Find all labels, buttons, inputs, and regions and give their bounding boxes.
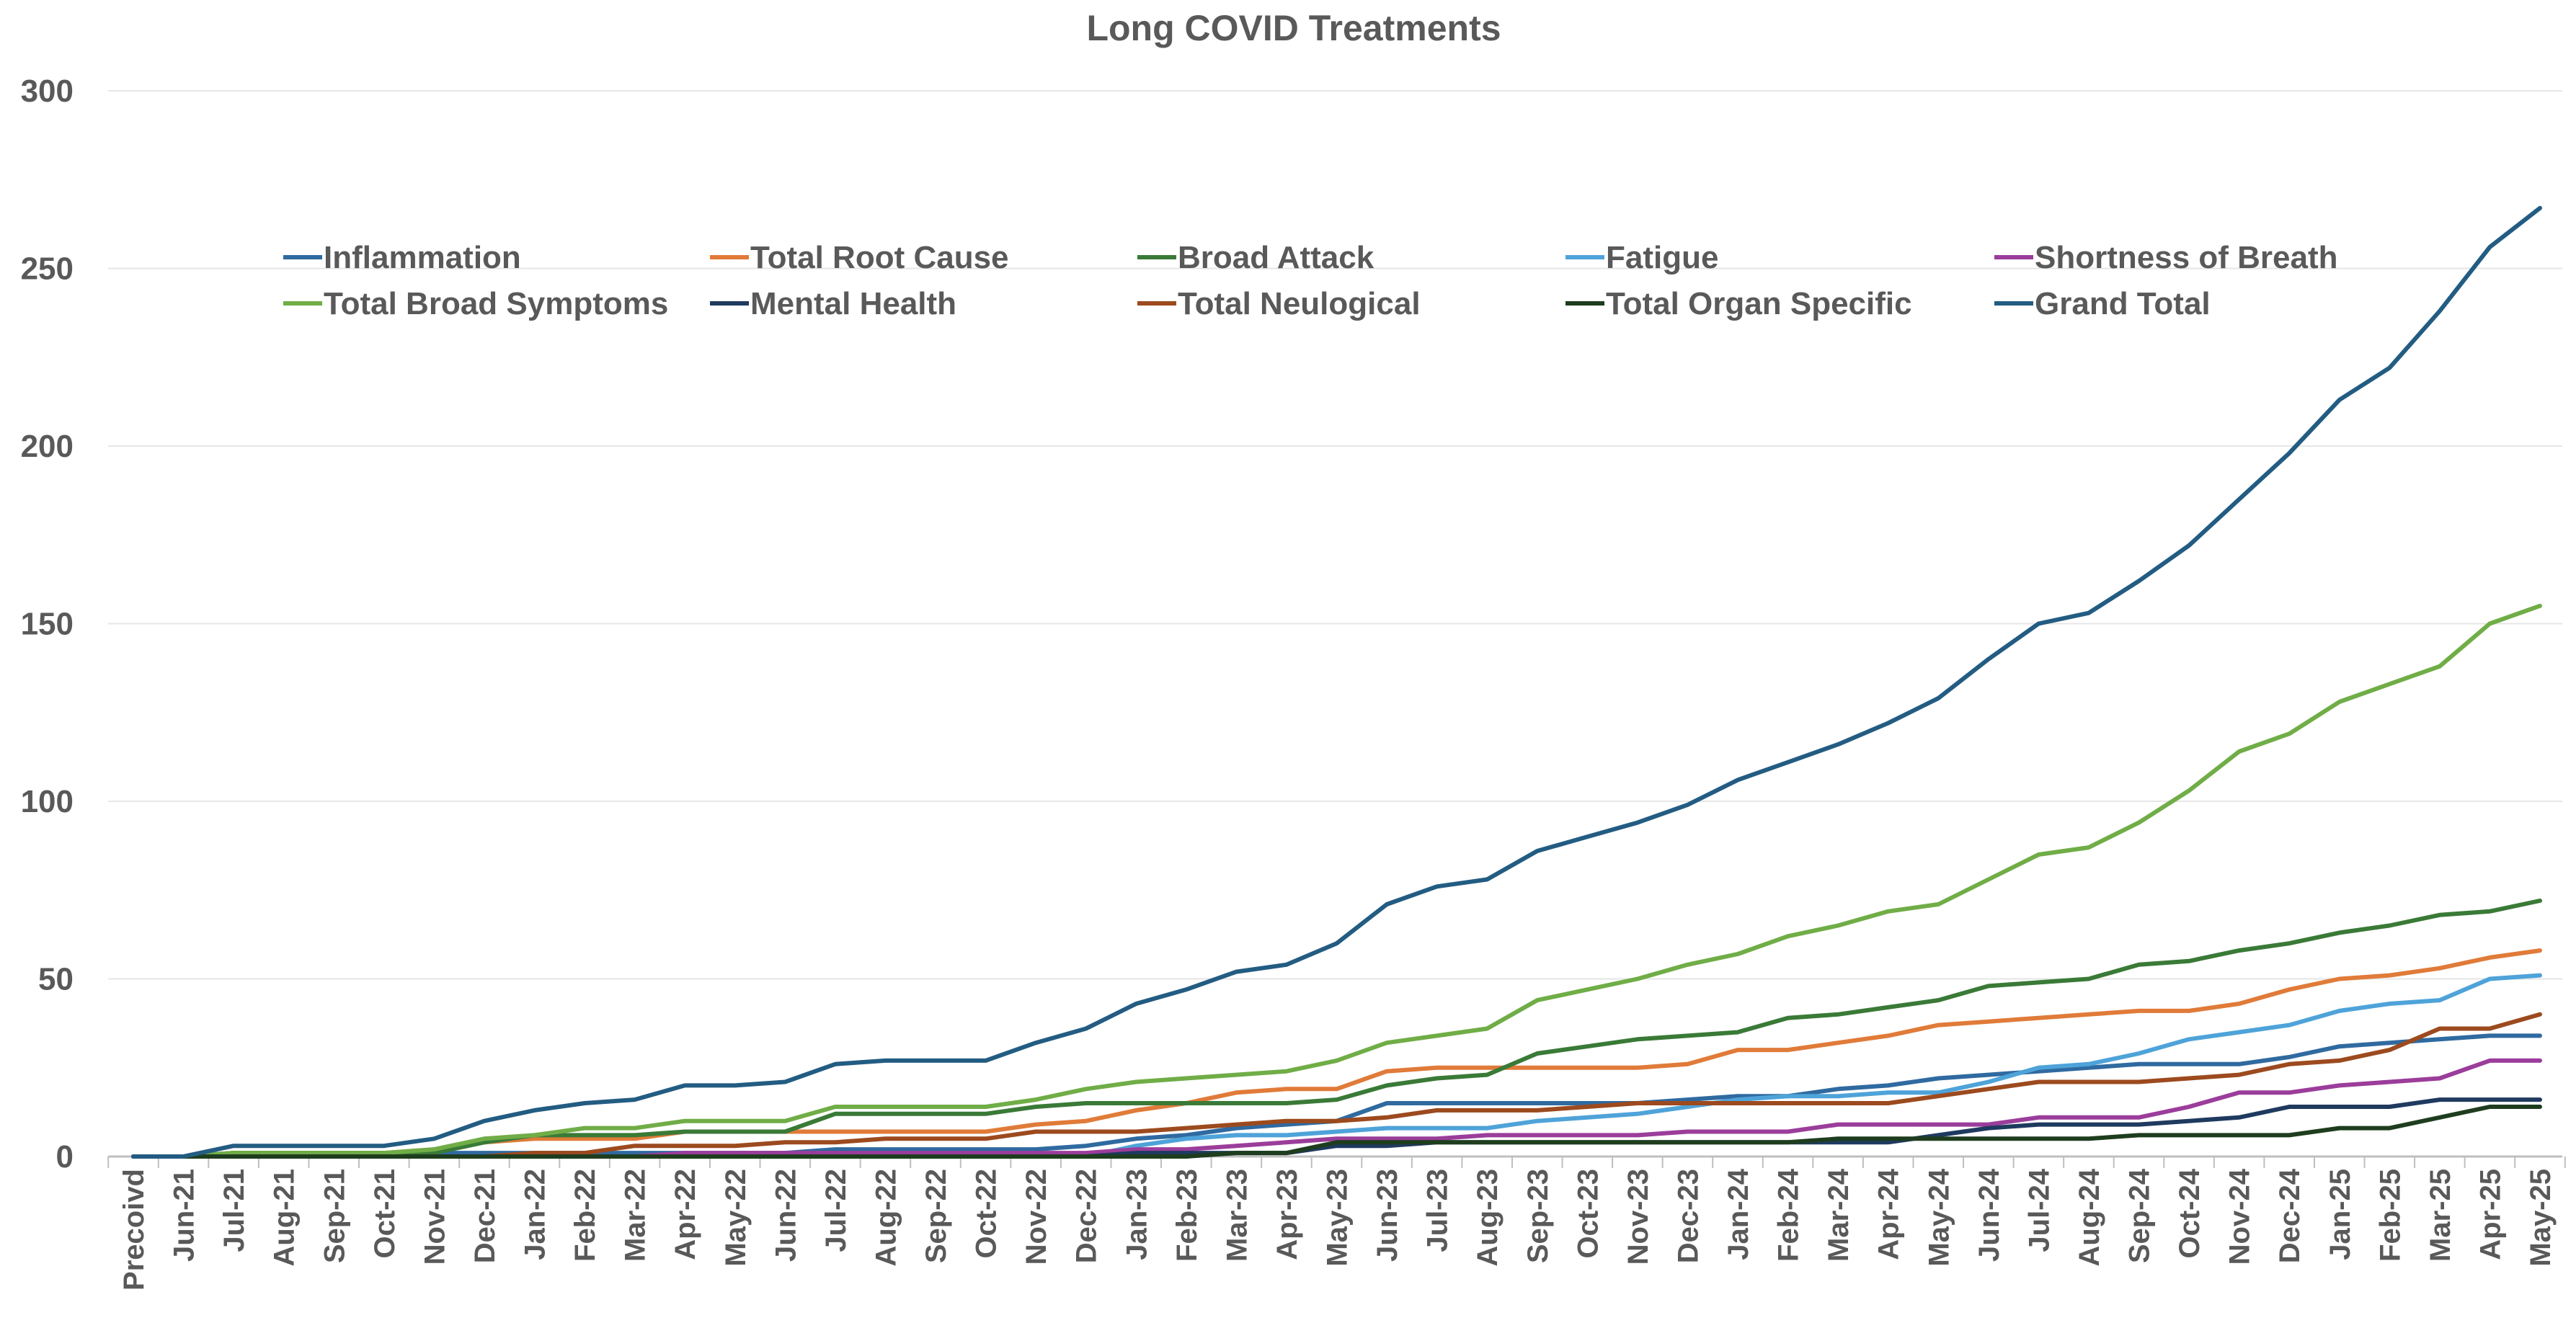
x-tick-label: Aug-23 — [1472, 1169, 1504, 1267]
y-tick-label: 0 — [56, 1139, 74, 1175]
legend-label: Shortness of Breath — [2035, 240, 2338, 275]
legend-label: Fatigue — [1606, 240, 1718, 275]
y-tick-label: 250 — [21, 251, 74, 287]
legend-item-total-neulogical: Total Neulogical — [1137, 286, 1421, 321]
chart-title: Long COVID Treatments — [1086, 8, 1501, 48]
x-tick-label: Mar-22 — [620, 1169, 652, 1262]
legend-label: Total Broad Symptoms — [324, 286, 668, 321]
x-tick-label: Jun-23 — [1372, 1169, 1403, 1262]
x-tick-label: Dec-22 — [1071, 1169, 1103, 1263]
legend-label: Inflammation — [324, 240, 521, 275]
x-tick-label: Apr-22 — [670, 1169, 701, 1260]
y-tick-label: 150 — [21, 607, 74, 642]
x-tick-label: Jan-24 — [1723, 1168, 1754, 1260]
legend-item-total-root-cause: Total Root Cause — [710, 240, 1009, 275]
x-tick-label: Jul-23 — [1422, 1169, 1454, 1252]
x-tick-label: Dec-23 — [1672, 1169, 1704, 1263]
x-tick-label: Sep-21 — [319, 1169, 350, 1263]
x-tick-label: Jun-21 — [169, 1169, 200, 1262]
x-tick-label: Dec-21 — [469, 1169, 501, 1263]
x-tick-label: Oct-24 — [2174, 1168, 2206, 1258]
x-tick-label: Jul-24 — [2023, 1168, 2055, 1252]
x-tick-label: Mar-24 — [1823, 1168, 1855, 1262]
x-tick-label: Jan-25 — [2324, 1169, 2356, 1260]
x-tick-label: Nov-22 — [1021, 1169, 1052, 1265]
legend-item-grand-total: Grand Total — [1994, 286, 2211, 321]
series-line-total-neulogical — [131, 1012, 2542, 1159]
x-tick-label: Jun-22 — [770, 1169, 801, 1262]
legend-item-broad-attack: Broad Attack — [1137, 240, 1374, 275]
y-tick-label: 50 — [38, 962, 74, 997]
y-tick-label: 200 — [21, 429, 74, 464]
x-tick-label: Aug-21 — [269, 1169, 301, 1267]
x-tick-label: Mar-23 — [1221, 1169, 1253, 1262]
legend-label: Total Organ Specific — [1606, 286, 1912, 321]
x-tick-label: Feb-23 — [1171, 1169, 1203, 1262]
legend-item-inflammation: Inflammation — [283, 240, 521, 275]
series-lines — [131, 205, 2542, 1159]
x-tick-label: Jan-22 — [520, 1169, 551, 1260]
legend-label: Total Root Cause — [750, 240, 1009, 275]
x-tick-label: Apr-25 — [2474, 1169, 2506, 1260]
x-tick-label: Oct-23 — [1572, 1169, 1604, 1259]
x-tick-label: Sep-22 — [920, 1169, 952, 1263]
x-tick-label: Oct-22 — [971, 1169, 1003, 1259]
x-tick-label: Precoivd — [118, 1169, 150, 1291]
legend-label: Total Neulogical — [1178, 286, 1421, 321]
x-tick-label: Feb-25 — [2374, 1169, 2406, 1262]
x-axis: Precoivd Jun-21 Jul-21 Aug-21 Sep-21 Oct-21 No… — [107, 1155, 2566, 1291]
x-tick-label: May-24 — [1923, 1168, 1955, 1266]
x-tick-label: Nov-21 — [419, 1169, 450, 1265]
x-tick-label: Jun-24 — [1973, 1168, 2005, 1262]
x-tick-label: May-23 — [1322, 1169, 1354, 1267]
x-tick-label: Jul-21 — [218, 1169, 250, 1252]
x-tick-label: Feb-22 — [569, 1169, 601, 1262]
gridlines — [108, 90, 2562, 980]
series-line-grand-total — [131, 205, 2542, 1159]
x-tick-label: Nov-23 — [1622, 1169, 1654, 1265]
x-tick-label: Apr-24 — [1873, 1168, 1905, 1260]
x-tick-label: Dec-24 — [2274, 1168, 2306, 1263]
legend-item-mental-health: Mental Health — [710, 286, 956, 321]
legend-label: Broad Attack — [1178, 240, 1374, 275]
x-tick-label: Feb-24 — [1773, 1168, 1805, 1262]
x-tick-label: Jul-22 — [820, 1169, 852, 1252]
legend-item-shortness-of-breath: Shortness of Breath — [1994, 240, 2338, 275]
x-tick-label: May-22 — [720, 1169, 752, 1267]
y-axis-tick-labels: 0 50 100 150 200 250 300 — [21, 73, 74, 1175]
legend-item-total-broad-symptoms: Total Broad Symptoms — [283, 286, 668, 321]
x-tick-label: Aug-22 — [870, 1169, 902, 1267]
legend: Inflammation Total Root Cause Broad Attack… — [283, 240, 2338, 321]
x-tick-label: Aug-24 — [2074, 1168, 2105, 1266]
series-line-total-organ-specific — [131, 1105, 2542, 1159]
x-tick-label: Apr-23 — [1271, 1169, 1303, 1260]
legend-item-total-organ-specific: Total Organ Specific — [1565, 286, 1912, 321]
x-tick-label: Sep-23 — [1522, 1169, 1554, 1263]
x-tick-label: Oct-21 — [369, 1169, 401, 1259]
series-line-total-root-cause — [131, 948, 2542, 1159]
x-tick-label: Mar-25 — [2425, 1169, 2456, 1262]
y-tick-label: 300 — [21, 73, 74, 109]
legend-label: Mental Health — [750, 286, 956, 321]
series-line-total-broad-symptoms — [131, 603, 2542, 1159]
x-tick-label: Nov-24 — [2224, 1168, 2256, 1265]
legend-label: Grand Total — [2035, 286, 2211, 321]
x-tick-label: May-25 — [2525, 1169, 2557, 1267]
y-tick-label: 100 — [21, 784, 74, 819]
legend-item-fatigue: Fatigue — [1565, 240, 1718, 275]
x-tick-label: Jan-23 — [1121, 1169, 1152, 1260]
x-tick-label: Sep-24 — [2124, 1168, 2156, 1263]
